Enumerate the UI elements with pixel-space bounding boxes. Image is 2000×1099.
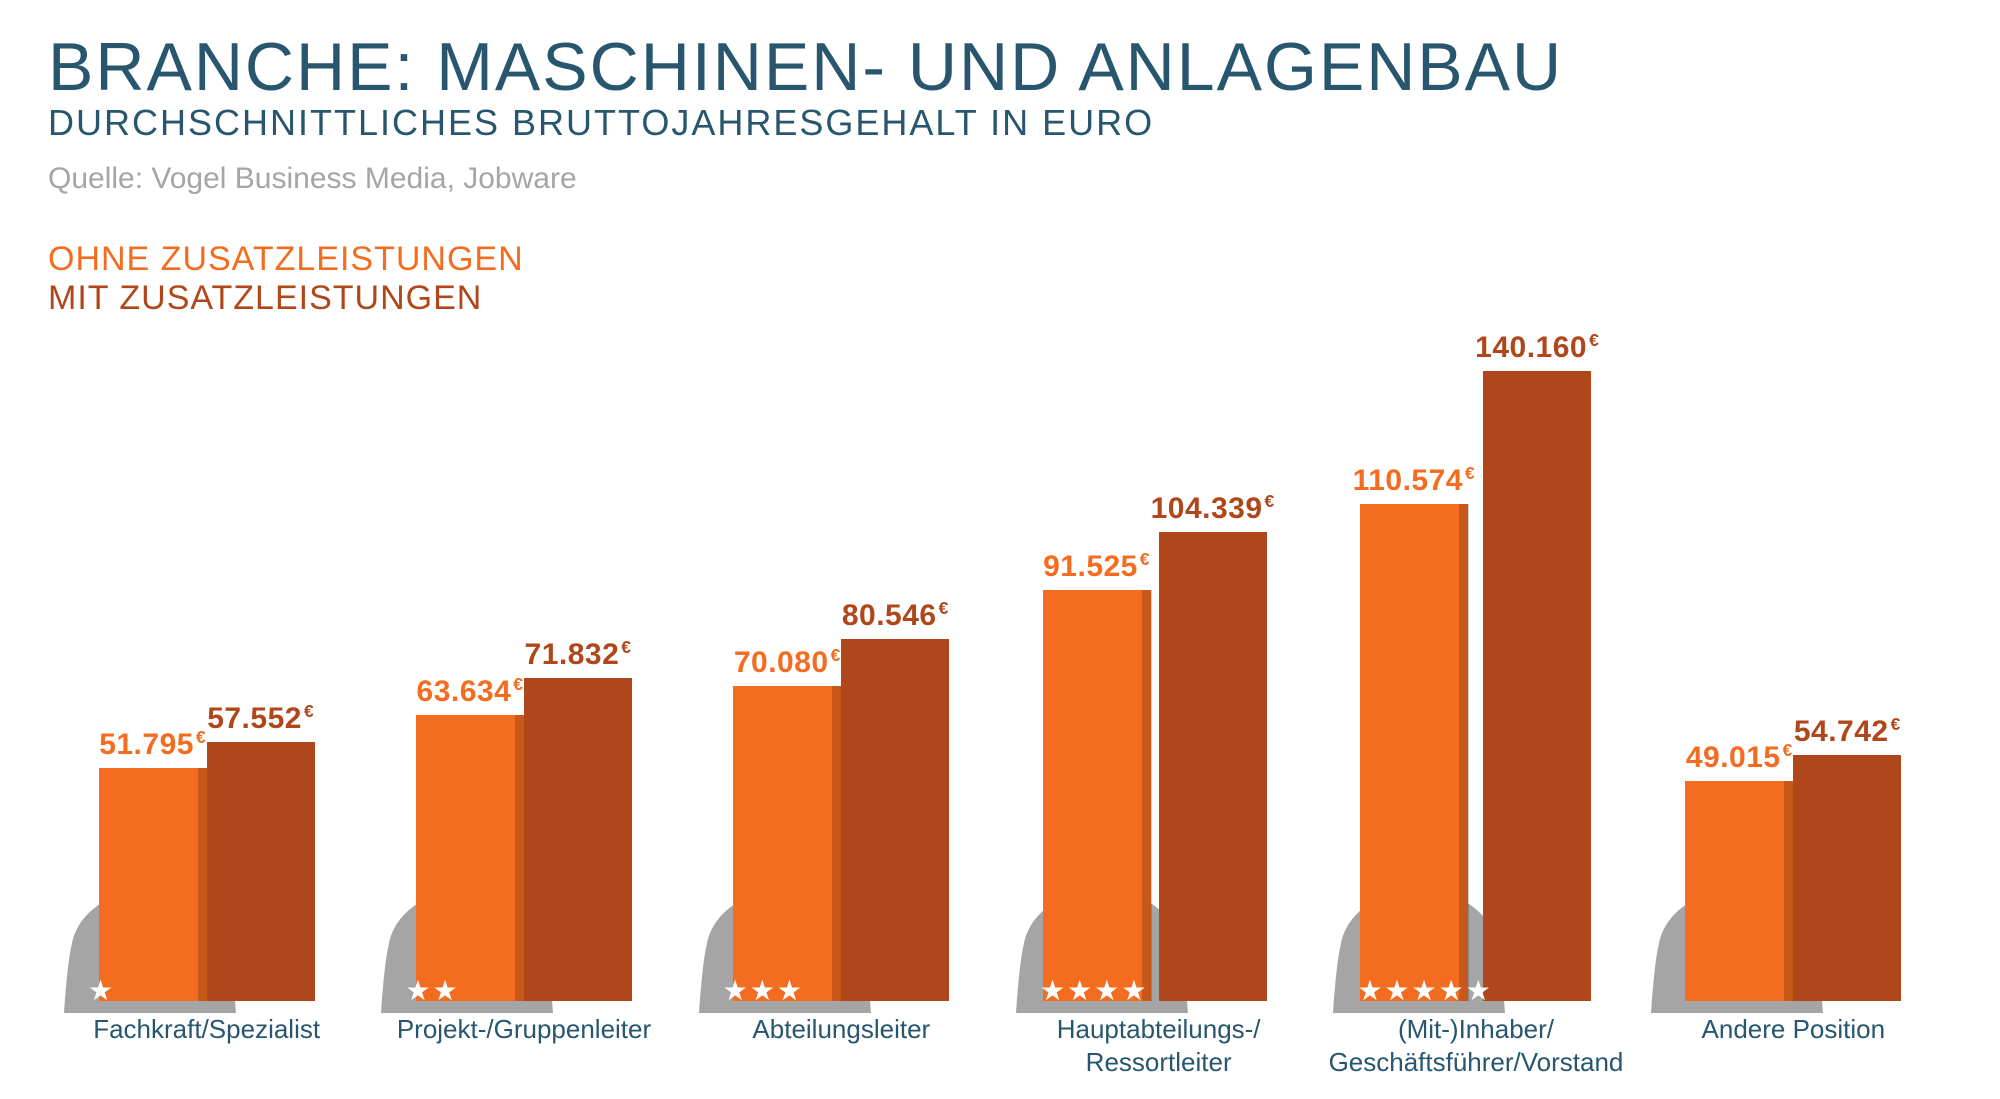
primary-value-label: 91.525€	[1043, 549, 1150, 584]
secondary-value-label: 71.832€	[525, 637, 632, 672]
secondary-value-label: 80.546€	[842, 598, 949, 633]
primary-value-label: 110.574€	[1353, 463, 1475, 498]
secondary-bar-wrap: 57.552€	[207, 701, 315, 1001]
primary-value-label: 49.015€	[1686, 740, 1793, 775]
bar-pair: 70.080€80.546€	[733, 598, 949, 1001]
secondary-bar	[1793, 755, 1901, 1001]
primary-bar-wrap: 49.015€	[1685, 740, 1793, 1001]
primary-bar-wrap: 110.574€	[1353, 463, 1475, 1001]
star-icon: ★	[432, 977, 457, 1005]
category-group: 110.574€140.160€★★★★★(Mit-)Inhaber/ Gesc…	[1317, 330, 1634, 1075]
primary-bar	[416, 715, 524, 1001]
bar-pair: 91.525€104.339€	[1043, 491, 1275, 1001]
primary-bar-wrap: 70.080€	[733, 645, 841, 1001]
category-label: Projekt-/Gruppenleiter	[397, 1013, 651, 1075]
star-icon: ★	[1040, 977, 1065, 1005]
secondary-bar-wrap: 140.160€	[1475, 330, 1599, 1001]
secondary-bar-wrap: 80.546€	[841, 598, 949, 1001]
bar-pair: 110.574€ 140.160€	[1353, 330, 1600, 1001]
primary-bar	[733, 686, 841, 1001]
category-group: 63.634€71.832€★★Projekt-/Gruppenleiter	[365, 637, 682, 1075]
infographic-root: BRANCHE: MASCHINEN- UND ANLAGENBAU DURCH…	[0, 0, 2000, 1099]
secondary-value-label: 54.742€	[1794, 714, 1901, 749]
star-icon: ★	[1067, 977, 1092, 1005]
star-icon: ★	[88, 977, 113, 1005]
star-icon: ★	[750, 977, 775, 1005]
category-group: 51.795€57.552€★Fachkraft/Spezialist	[48, 701, 365, 1075]
star-icon: ★	[1357, 977, 1382, 1005]
chart-subtitle: DURCHSCHNITTLICHES BRUTTOJAHRESGEHALT IN…	[48, 102, 1952, 144]
primary-value-label: 51.795€	[99, 727, 206, 762]
bar-pair: 63.634€71.832€	[416, 637, 632, 1001]
category-group: 91.525€104.339€★★★★Hauptabteilungs-/ Res…	[1000, 491, 1317, 1075]
category-label: Abteilungsleiter	[752, 1013, 930, 1075]
rank-stars: ★★★★	[1000, 977, 1317, 1005]
rank-stars: ★★★★★	[1317, 977, 1634, 1005]
chart-title: BRANCHE: MASCHINEN- UND ANLAGENBAU	[48, 28, 1952, 106]
star-icon: ★	[1412, 977, 1437, 1005]
star-icon: ★	[1466, 977, 1491, 1005]
bar-pair: 51.795€57.552€	[99, 701, 315, 1001]
rank-stars: ★★	[365, 977, 682, 1005]
legend-item-1: OHNE ZUSATZLEISTUNGEN	[48, 240, 1952, 279]
primary-bar-wrap: 63.634€	[416, 674, 524, 1001]
secondary-value-label: 57.552€	[207, 701, 314, 736]
category-group: 70.080€80.546€★★★Abteilungsleiter	[683, 598, 1000, 1075]
star-icon: ★	[1384, 977, 1409, 1005]
chart-area: 51.795€57.552€★Fachkraft/Spezialist63.63…	[48, 275, 1952, 1075]
category-label: Fachkraft/Spezialist	[93, 1013, 320, 1075]
primary-bar	[1360, 504, 1468, 1001]
star-icon: ★	[777, 977, 802, 1005]
star-icon: ★	[723, 977, 748, 1005]
secondary-bar	[841, 639, 949, 1001]
star-icon: ★	[1121, 977, 1146, 1005]
primary-bar-wrap: 51.795€	[99, 727, 207, 1001]
category-label: (Mit-)Inhaber/ Geschäftsführer/Vorstand	[1329, 1013, 1624, 1075]
primary-bar	[1685, 781, 1793, 1001]
secondary-value-label: 104.339€	[1151, 491, 1275, 526]
secondary-value-label: 140.160€	[1475, 330, 1599, 365]
star-icon: ★	[1439, 977, 1464, 1005]
secondary-bar	[1159, 532, 1267, 1001]
category-label: Hauptabteilungs-/ Ressortleiter	[1057, 1013, 1261, 1075]
primary-bar	[99, 768, 207, 1001]
secondary-bar	[524, 678, 632, 1001]
secondary-bar-wrap: 104.339€	[1151, 491, 1275, 1001]
rank-stars: ★★★	[683, 977, 1000, 1005]
star-icon: ★	[1094, 977, 1119, 1005]
primary-bar-wrap: 91.525€	[1043, 549, 1151, 1001]
primary-bar	[1043, 590, 1151, 1001]
secondary-bar	[207, 742, 315, 1001]
rank-stars: ★	[48, 977, 365, 1005]
star-icon: ★	[405, 977, 430, 1005]
category-label: Andere Position	[1702, 1013, 1886, 1075]
bar-pair: 49.015€54.742€	[1685, 714, 1901, 1001]
chart-source: Quelle: Vogel Business Media, Jobware	[48, 162, 1952, 196]
primary-value-label: 63.634€	[417, 674, 524, 709]
secondary-bar	[1483, 371, 1591, 1001]
secondary-bar-wrap: 71.832€	[524, 637, 632, 1001]
secondary-bar-wrap: 54.742€	[1793, 714, 1901, 1001]
primary-value-label: 70.080€	[734, 645, 841, 680]
category-group: 49.015€54.742€ Andere Position	[1635, 714, 1952, 1075]
